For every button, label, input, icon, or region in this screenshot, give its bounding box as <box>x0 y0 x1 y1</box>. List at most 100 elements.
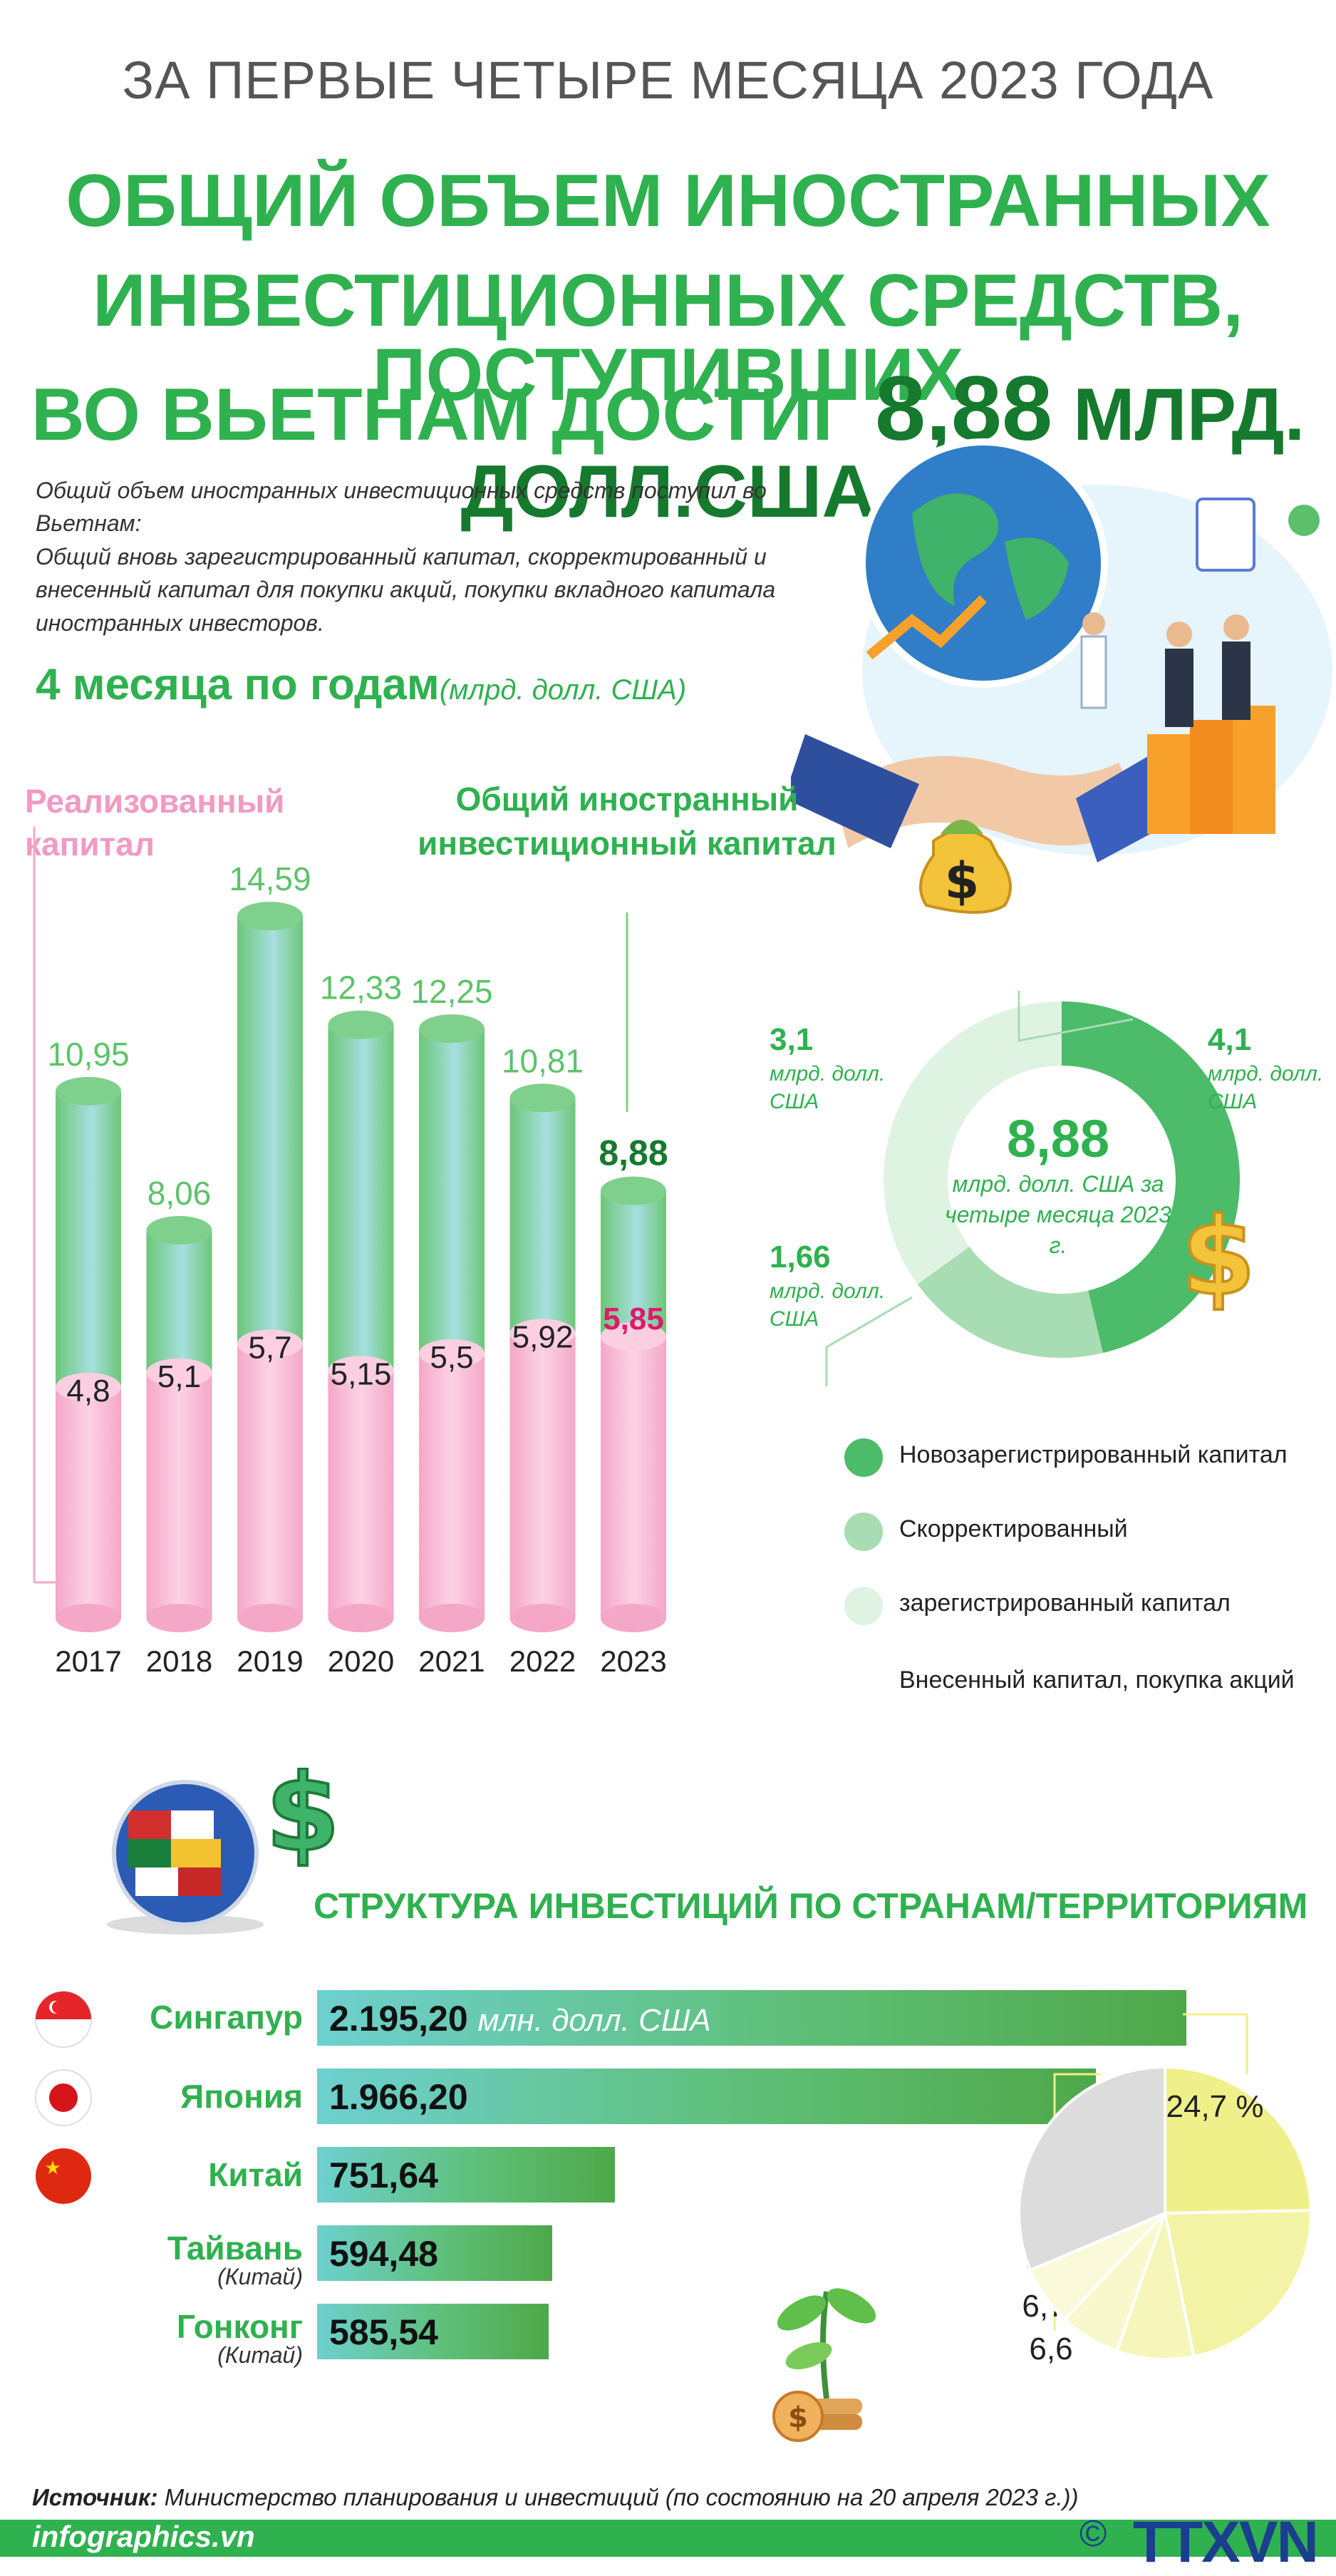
donut-label-new: 4,1 млрд. долл. США <box>1208 1019 1336 1116</box>
copyright-symbol: © <box>1079 2513 1107 2555</box>
total-value-label: 10,95 <box>47 1036 129 1073</box>
years-title-text: 4 месяца по годам <box>36 660 440 709</box>
site-url[interactable]: infographics.vn <box>32 2520 255 2553</box>
flags-globe-icon: $ <box>107 1768 341 1934</box>
x-tick-label: 2019 <box>237 1644 303 1678</box>
capital-donut-chart <box>825 991 1241 1386</box>
total-bar-top <box>509 1083 576 1113</box>
total-value-label: 12,25 <box>410 973 492 1010</box>
headline-line-3-a: ВО ВЬЕТНАМ ДОСТИГ <box>31 373 855 456</box>
country-value-singapore: 2.195,20 млн. долл. США <box>329 1998 711 2039</box>
pie-slice <box>1114 2207 1196 2361</box>
x-tick-label: 2020 <box>328 1644 394 1678</box>
realized-bar <box>328 1370 394 1618</box>
donut-center-value: 8,88 <box>1006 1109 1110 1168</box>
country-bar <box>317 2304 549 2359</box>
pie-slice-label: 6,6 <box>1029 2332 1072 2366</box>
x-tick-label: 2023 <box>600 1644 666 1678</box>
bar-base <box>237 1604 303 1632</box>
donut-center: 8,88 млрд. долл. США за четыре месяца 20… <box>941 1108 1176 1262</box>
headline-total-value: 8,88 <box>875 358 1053 460</box>
realized-bar-top <box>328 1356 394 1385</box>
realized-bar <box>601 1336 666 1618</box>
total-capital-label: Общий иностранный инвестиционный капитал <box>418 780 837 862</box>
pie-slice <box>1163 2209 1312 2359</box>
donut-label-shares-unit: млрд. долл. США <box>770 1062 886 1114</box>
svg-text:$: $ <box>1181 1197 1255 1312</box>
donut-label-adjusted-unit: млрд. долл. США <box>770 1279 886 1331</box>
realized-value-label: 5,5 <box>430 1340 473 1375</box>
country-name-taiwan-main: Тайвань <box>167 2230 303 2267</box>
donut-label-new-value: 4,1 <box>1208 1022 1252 1057</box>
x-tick-label: 2022 <box>509 1644 576 1678</box>
legend-swatch-shares <box>844 1587 883 1625</box>
donut-slice <box>917 1246 1103 1358</box>
donut-label-adjusted: 1,66 млрд. долл. США <box>770 1237 919 1333</box>
total-bar-top <box>419 1014 485 1044</box>
realized-bar <box>56 1387 121 1618</box>
svg-text:★: ★ <box>44 2158 61 2179</box>
bar-base <box>509 1604 576 1632</box>
realized-value-label: 4,8 <box>66 1374 110 1408</box>
headline-line-3: ВО ВЬЕТНАМ ДОСТИГ 8,88 МЛРД. ДОЛЛ.США <box>0 364 1336 530</box>
dollar-green-icon: $ <box>266 1768 340 1875</box>
x-tick-label: 2017 <box>55 1644 121 1678</box>
money-bag-icon: $ <box>919 820 1012 914</box>
realized-bar-top <box>237 1329 303 1359</box>
realized-value-label: 5,85 <box>603 1302 664 1336</box>
country-name-taiwan: Тайвань (Китай) <box>167 2231 303 2289</box>
total-value-label: 14,59 <box>229 860 311 897</box>
realized-value-label: 5,7 <box>248 1330 291 1365</box>
realized-value-label: 5,1 <box>157 1359 201 1394</box>
japan-flag-icon <box>35 2069 92 2126</box>
donut-leader-left-bottom <box>825 1296 913 1386</box>
total-bar-top <box>146 1215 212 1245</box>
realized-bar-top <box>146 1358 212 1387</box>
pie-slice-label: 24,7 % <box>1166 2089 1264 2124</box>
country-name-hongkong-sub: (Китай) <box>217 2342 303 2369</box>
donut-label-new-unit: млрд. долл. США <box>1208 1062 1324 1114</box>
donut-label-shares: 3,1 млрд. долл. США <box>770 1019 919 1116</box>
legend-item-shares: Внесенный капитал, покупка акций <box>899 1666 1295 1694</box>
china-flag-icon: ★ <box>36 2148 91 2204</box>
plant-coins-icon: $ <box>772 2288 876 2442</box>
x-tick-label: 2021 <box>418 1644 485 1678</box>
country-name-taiwan-sub: (Китай) <box>217 2264 303 2290</box>
dollar-icon: $ <box>1180 1197 1257 1312</box>
bar-base <box>56 1604 121 1632</box>
legend-item-registered: зарегистрированный капитал <box>899 1590 1231 1617</box>
realized-bar-top <box>509 1319 576 1348</box>
bar-base <box>419 1604 485 1632</box>
singapore-flag-icon <box>35 1991 92 2048</box>
country-bar <box>317 2147 615 2203</box>
total-bar-top <box>328 1010 394 1039</box>
donut-slice <box>1062 1001 1241 1354</box>
total-bar-top <box>56 1076 121 1106</box>
source-note: Источник: Министерство планирования и ин… <box>32 2484 1079 2511</box>
country-value-taiwan: 594,48 <box>329 2234 438 2274</box>
x-tick-label: 2018 <box>146 1644 212 1678</box>
source-text: Министерство планирования и инвестиций (… <box>164 2484 1079 2510</box>
svg-text:$: $ <box>788 2401 808 2434</box>
country-value-japan: 1.966,20 <box>329 2077 468 2117</box>
country-value-unit: млн. долл. США <box>477 2003 711 2038</box>
total-value-label: 8,88 <box>599 1133 668 1173</box>
headline-line-3-b: МЛРД. ДОЛЛ.США <box>460 373 1305 533</box>
country-value-hongkong: 585,54 <box>329 2312 438 2352</box>
realized-value-label: 5,92 <box>512 1319 574 1354</box>
realized-capital-label: Реализованный капитал <box>25 783 285 862</box>
legend-swatch-new <box>844 1438 883 1477</box>
country-bar <box>317 2225 553 2281</box>
realized-bar-top <box>56 1373 121 1401</box>
years-bar-chart: 10,95 4,8 2017 8,06 5,1 2018 14,59 5,7 2019 12,33… <box>33 827 668 1678</box>
bar-base <box>601 1604 666 1632</box>
source-label: Источник: <box>32 2484 158 2510</box>
realized-bar <box>419 1353 485 1618</box>
bar-base <box>146 1604 212 1632</box>
pie-slice <box>1017 2065 1166 2272</box>
country-bar <box>317 2068 1096 2124</box>
donut-label-adjusted-value: 1,66 <box>770 1240 831 1274</box>
footer-bar <box>0 2520 1336 2557</box>
investment-illustration <box>791 438 1332 862</box>
intro-paragraph-1: Общий объем иностранных инвестиционных с… <box>36 478 767 537</box>
